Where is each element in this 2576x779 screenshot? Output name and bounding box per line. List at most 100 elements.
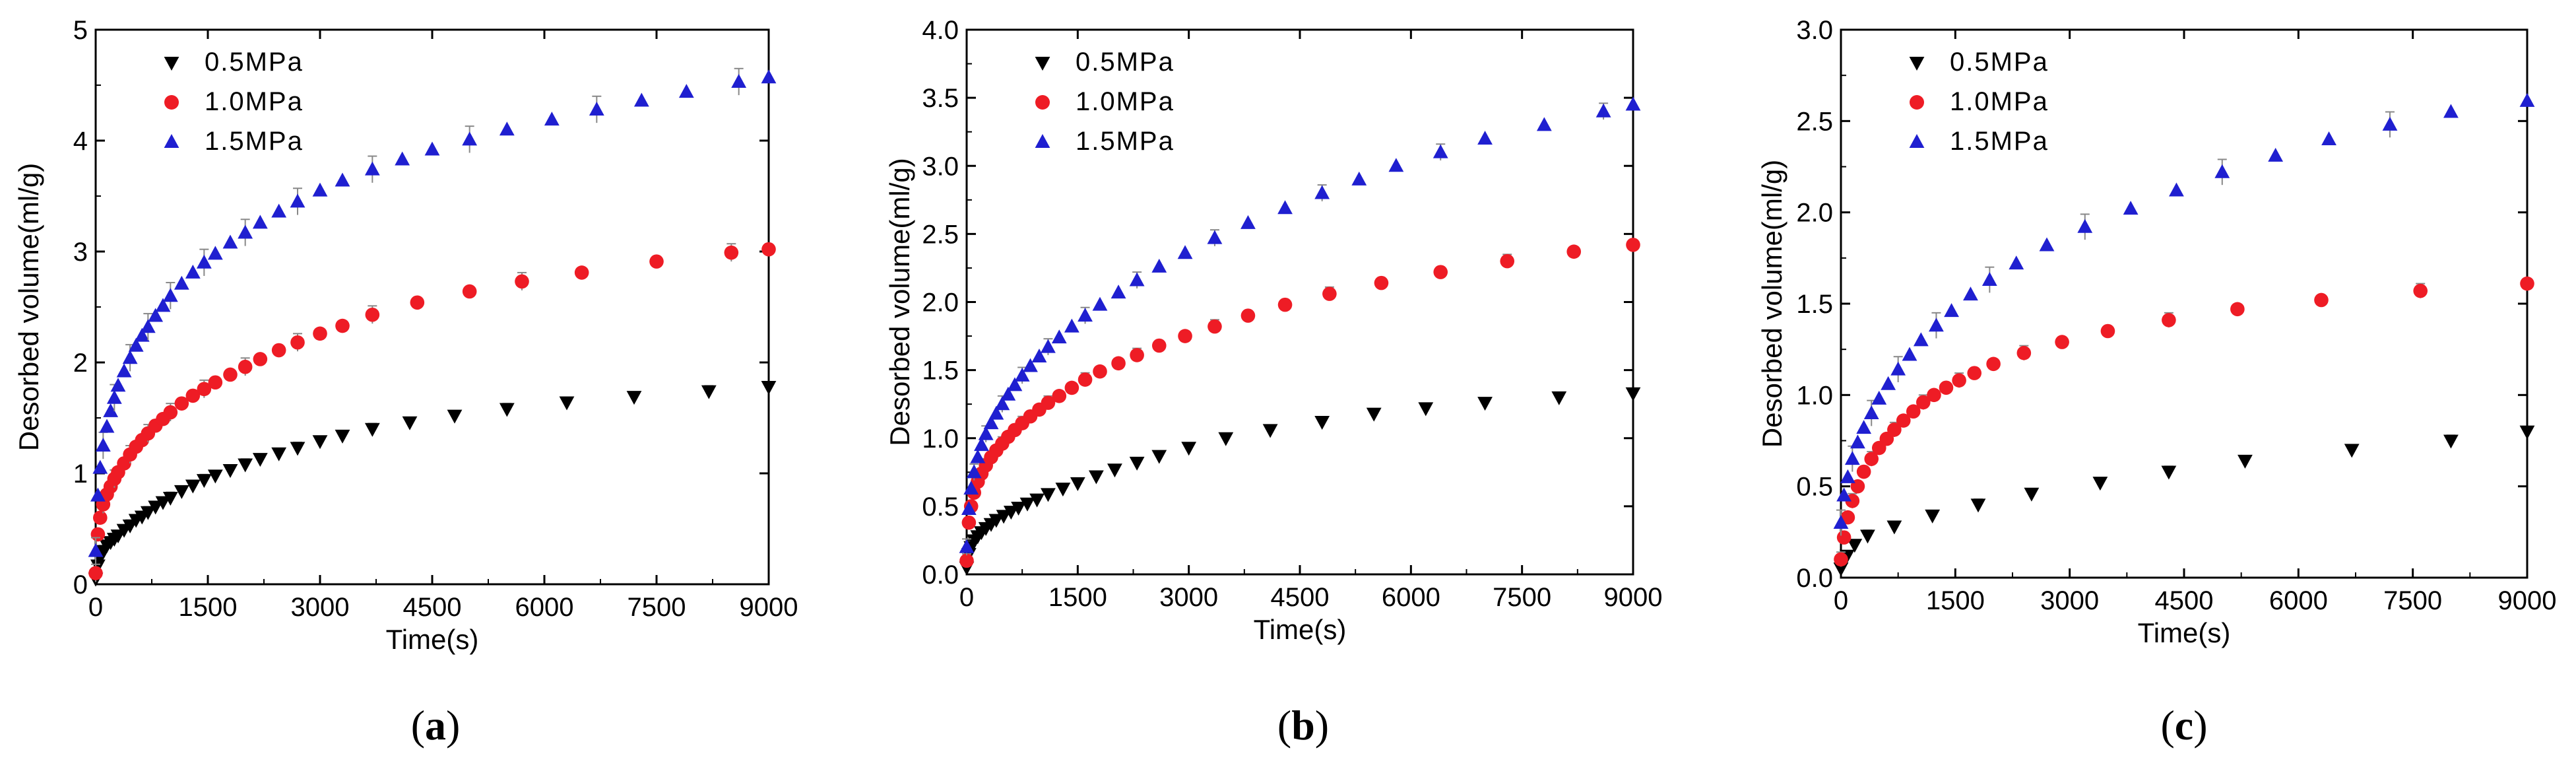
data-point xyxy=(1014,367,1030,382)
data-point xyxy=(1625,96,1641,111)
data-point xyxy=(1107,463,1122,478)
data-point xyxy=(1836,487,1852,502)
series-1.5MPa xyxy=(88,67,777,564)
data-point xyxy=(1500,254,1515,269)
data-point xyxy=(140,319,156,333)
legend-label: 1.5MPa xyxy=(1076,127,1175,156)
data-point xyxy=(148,500,164,515)
data-point xyxy=(2016,345,2032,360)
data-point xyxy=(1314,185,1330,199)
data-point xyxy=(974,437,989,452)
x-tick-label: 4500 xyxy=(403,593,462,622)
data-point xyxy=(1906,404,1921,419)
data-point xyxy=(2092,477,2108,491)
series-1.5MPa xyxy=(1833,92,2535,536)
data-point xyxy=(1070,477,1085,491)
legend-marker xyxy=(164,134,179,148)
x-axis-title: Time(s) xyxy=(386,624,479,655)
data-point xyxy=(1052,389,1067,403)
data-point xyxy=(1847,539,1863,553)
data-point xyxy=(1240,308,1256,323)
x-axis-title: Time(s) xyxy=(1254,614,1347,645)
data-point xyxy=(1844,451,1860,465)
data-point xyxy=(701,385,717,399)
data-point xyxy=(1963,287,1978,301)
data-point xyxy=(1970,498,1986,513)
data-point xyxy=(2321,131,2336,145)
data-point xyxy=(106,390,122,404)
data-point xyxy=(1902,347,1917,361)
data-point xyxy=(1834,552,1848,567)
data-point xyxy=(1595,103,1611,118)
data-point xyxy=(207,469,223,484)
plot-frame xyxy=(94,28,770,586)
x-tick-label: 3000 xyxy=(1159,583,1218,612)
x-tick-label: 7500 xyxy=(628,593,686,622)
y-tick-label: 3.0 xyxy=(1796,16,1833,45)
data-point xyxy=(2214,164,2230,178)
data-point xyxy=(2413,283,2428,298)
data-point xyxy=(1129,456,1145,471)
data-point xyxy=(174,275,189,290)
data-point xyxy=(1477,397,1493,411)
y-tick-label: 3.0 xyxy=(922,152,959,181)
data-point xyxy=(724,245,739,260)
data-point xyxy=(559,396,575,411)
data-point xyxy=(185,264,201,279)
data-point xyxy=(1322,287,1337,301)
data-point xyxy=(1551,391,1567,405)
data-point xyxy=(1277,297,1293,312)
data-point xyxy=(1262,424,1278,438)
data-point xyxy=(1151,258,1167,273)
legend-label: 0.5MPa xyxy=(205,48,304,77)
data-point xyxy=(1041,339,1056,353)
y-tick-label: 2.0 xyxy=(1796,199,1833,228)
data-point xyxy=(162,288,178,302)
data-point xyxy=(649,254,664,269)
data-point xyxy=(1366,407,1382,422)
legend-marker xyxy=(1035,134,1050,148)
data-point xyxy=(2443,104,2459,118)
panel-label: (b) xyxy=(1277,702,1329,749)
data-point xyxy=(1929,318,1944,332)
data-point xyxy=(1078,372,1093,387)
series-1.0MPa xyxy=(1834,276,2534,567)
legend-marker xyxy=(1035,57,1050,71)
legend-label: 1.0MPa xyxy=(1950,87,2049,116)
data-point xyxy=(90,527,106,542)
data-point xyxy=(174,396,189,411)
data-point xyxy=(197,382,212,397)
data-point xyxy=(1019,497,1035,512)
series-0.5MPa xyxy=(1833,425,2535,577)
y-tick-label: 1.0 xyxy=(922,424,959,454)
y-tick-label: 2 xyxy=(73,349,88,378)
data-point xyxy=(271,343,286,358)
legend-label: 1.0MPa xyxy=(1076,87,1175,116)
y-tick-label: 2.5 xyxy=(922,220,959,249)
data-point xyxy=(312,435,328,450)
data-point xyxy=(1129,272,1145,287)
x-tick-label: 6000 xyxy=(2269,586,2328,615)
data-point xyxy=(1208,319,1222,334)
data-point xyxy=(959,553,974,568)
data-point xyxy=(1029,493,1045,508)
data-point xyxy=(335,318,350,333)
y-tick-label: 0.0 xyxy=(1796,564,1833,593)
data-point xyxy=(1986,356,2001,372)
data-point xyxy=(2039,237,2055,252)
x-tick-label: 0 xyxy=(1834,586,1848,615)
chart-panel-c: 0 1500 3000 4500 6000 7500 9000 0.0 0.5 1.0 1.5 2.0… xyxy=(1756,16,2556,749)
data-point xyxy=(499,121,515,136)
x-tick-label: 3000 xyxy=(291,593,350,622)
data-point xyxy=(983,415,999,430)
x-tick-label: 4500 xyxy=(2155,586,2214,615)
data-point xyxy=(110,378,126,392)
data-point xyxy=(2077,219,2093,233)
data-point xyxy=(1566,244,1582,259)
data-point xyxy=(1418,402,1434,417)
x-tick-label: 4500 xyxy=(1271,583,1330,612)
data-point xyxy=(1240,215,1256,229)
data-point xyxy=(2162,313,2176,327)
x-tick-label: 6000 xyxy=(1382,583,1440,612)
x-tick-label: 1500 xyxy=(1926,586,1985,615)
